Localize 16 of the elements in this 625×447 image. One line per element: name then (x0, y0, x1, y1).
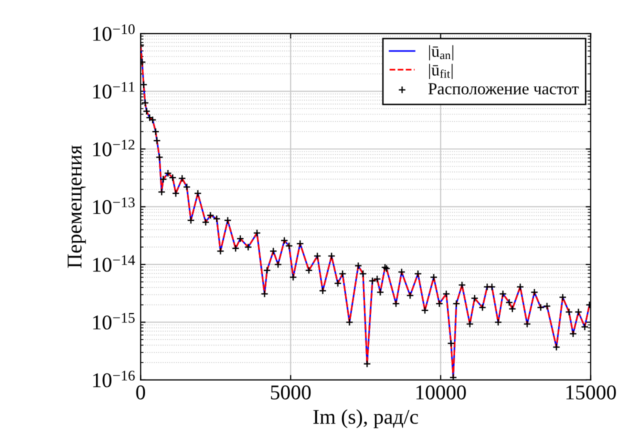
y-tick-label: 10$^{−15}$ (93, 312, 135, 330)
y-tick-label: 10$^{−12}$ (93, 140, 134, 156)
x-tick-label: 15000 (566, 385, 616, 400)
y-tick-label: 10$^{−16}$ (93, 370, 135, 388)
y-tick-label: 10$^{−14}$ (93, 255, 135, 272)
y-tick-label: 10$^{−10}$ (93, 24, 135, 41)
x-tick-label: 0 (136, 385, 146, 400)
y-tick-label: 10$^{−13}$ (93, 198, 135, 214)
x-tick-label: 10000 (416, 385, 466, 400)
y-tick-label: 10$^{−11}$ (93, 82, 134, 99)
x-axis-title: Im (s), рад/с (313, 409, 418, 428)
legend-label: |ū$_{fit}$| (429, 64, 453, 80)
legend-label: Расположение частот (428, 83, 579, 94)
x-tick-label: 5000 (271, 385, 311, 400)
y-axis-title: Перемещения (68, 145, 86, 268)
legend-label: |ū$_{an}$| (429, 45, 454, 60)
